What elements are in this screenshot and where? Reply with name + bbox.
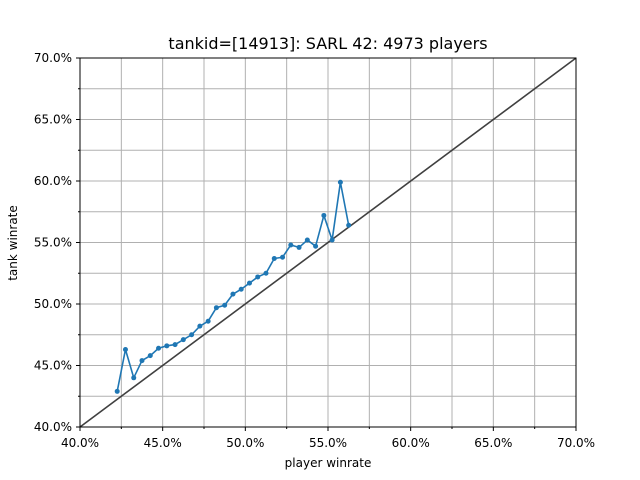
y-tick-label: 65.0% bbox=[34, 113, 72, 127]
data-point bbox=[147, 353, 153, 359]
data-point bbox=[156, 345, 162, 351]
data-point bbox=[213, 305, 219, 311]
x-tick-label: 60.0% bbox=[392, 436, 430, 450]
series-line bbox=[116, 181, 350, 392]
data-point bbox=[164, 343, 170, 349]
data-point bbox=[313, 243, 319, 249]
x-tick-label: 55.0% bbox=[309, 436, 347, 450]
y-axis-label: tank winrate bbox=[6, 205, 20, 281]
data-point bbox=[280, 254, 286, 260]
data-point bbox=[131, 375, 137, 381]
x-tick-label: 40.0% bbox=[61, 436, 99, 450]
data-point bbox=[304, 237, 310, 243]
y-tick-label: 55.0% bbox=[34, 236, 72, 250]
data-point bbox=[230, 291, 236, 297]
axis-ticks: 40.0% 40.0% 45.0% 45.0% 50.0% 50.0% 55.0% 55.0%… bbox=[34, 51, 595, 450]
x-tick-label: 65.0% bbox=[474, 436, 512, 450]
y-tick-label: 70.0% bbox=[34, 51, 72, 65]
data-point bbox=[238, 286, 244, 292]
data-point bbox=[222, 302, 228, 308]
y-tick-label: 45.0% bbox=[34, 359, 72, 373]
data-point bbox=[321, 212, 327, 218]
y-tick-label: 50.0% bbox=[34, 297, 72, 311]
data-point bbox=[139, 358, 145, 364]
data-point bbox=[271, 255, 277, 261]
x-axis-label: player winrate bbox=[285, 456, 372, 470]
data-point bbox=[246, 280, 252, 286]
diagonal-line bbox=[79, 57, 577, 428]
data-point bbox=[288, 242, 294, 248]
data-point bbox=[197, 323, 203, 329]
data-point bbox=[329, 237, 335, 243]
y-tick-label: 40.0% bbox=[34, 420, 72, 434]
x-tick-label: 70.0% bbox=[557, 436, 595, 450]
data-point bbox=[337, 179, 343, 185]
series-winrate bbox=[114, 179, 352, 394]
data-point bbox=[346, 222, 352, 228]
data-point bbox=[114, 388, 120, 394]
data-point bbox=[263, 270, 269, 276]
data-point bbox=[296, 244, 302, 250]
y-tick-label: 60.0% bbox=[34, 174, 72, 188]
data-point bbox=[122, 347, 128, 353]
data-point bbox=[255, 274, 261, 280]
x-tick-label: 50.0% bbox=[226, 436, 264, 450]
x-tick-label: 45.0% bbox=[144, 436, 182, 450]
data-point bbox=[180, 337, 186, 343]
diagonal-reference bbox=[79, 57, 577, 428]
data-point bbox=[172, 342, 178, 348]
chart-title: tankid=[14913]: SARL 42: 4973 players bbox=[168, 34, 487, 53]
data-point bbox=[189, 332, 195, 338]
data-point bbox=[205, 318, 211, 324]
